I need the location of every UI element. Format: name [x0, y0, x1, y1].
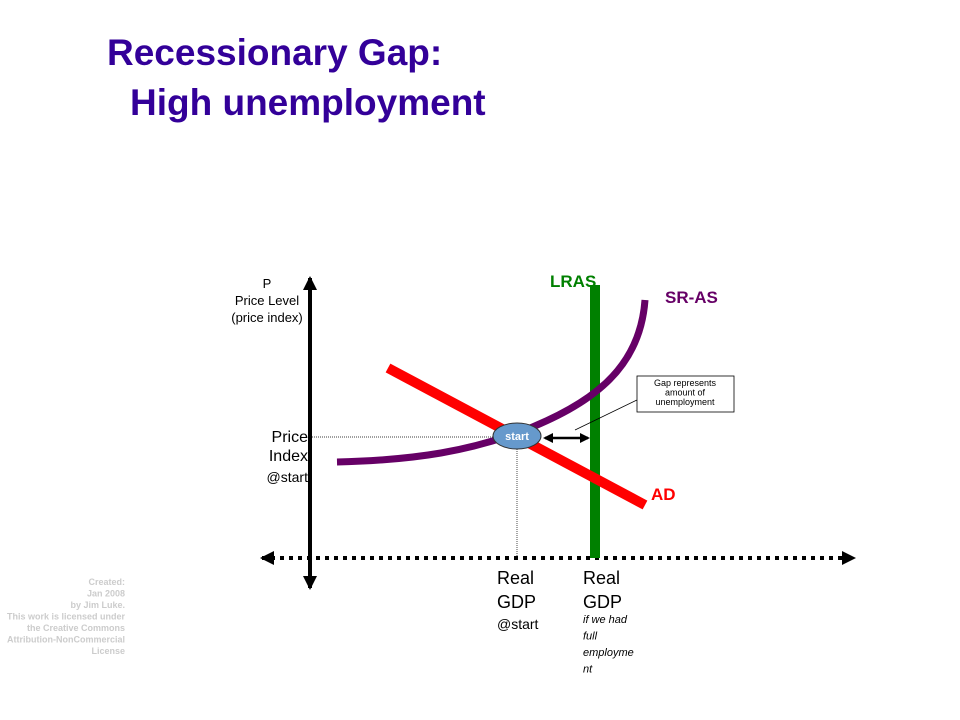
label-line: Price — [272, 429, 309, 446]
title-line2: High unemployment — [130, 82, 486, 123]
label-line: employme — [583, 647, 634, 659]
callout-box — [636, 375, 735, 413]
title-line1: Recessionary Gap: — [107, 32, 442, 73]
label-line: Index — [269, 448, 308, 465]
ad-label: AD — [651, 485, 676, 504]
label-line: if we had — [583, 614, 628, 626]
lras-label: LRAS — [550, 272, 596, 291]
label-line: Gap represents — [654, 378, 717, 388]
label-line: Price Level — [235, 293, 299, 308]
gdp-start-label: Real GDP @start — [497, 568, 539, 632]
y-axis-label: P Price Level (price index) — [231, 276, 303, 325]
label-line: by Jim Luke. — [70, 600, 125, 610]
label-line: Jan 2008 — [87, 589, 125, 599]
label-line: the Creative Commons — [27, 623, 125, 633]
label-line: unemployment — [655, 397, 715, 407]
start-label: start — [505, 431, 529, 443]
label-line: (price index) — [231, 310, 303, 325]
start-marker — [492, 422, 542, 450]
label-line: full — [583, 631, 598, 643]
label-line: This work is licensed under — [7, 612, 126, 622]
gdp-full-label: Real GDP if we had full employme nt — [583, 568, 634, 676]
label-line: Attribution-NonCommercial — [7, 635, 125, 645]
label-line: @start — [497, 616, 539, 632]
callout-pointer — [574, 399, 638, 431]
price-start-label: Price Index @start — [267, 429, 309, 485]
label-line: Created: — [88, 577, 125, 587]
label-line: Real — [583, 568, 620, 588]
label-line: GDP — [497, 592, 536, 612]
label-line: @start — [267, 469, 309, 485]
label-line: GDP — [583, 592, 622, 612]
sras-label: SR-AS — [665, 288, 718, 307]
label-line: nt — [583, 664, 593, 676]
label-line: amount of — [665, 388, 706, 398]
label-line: P — [263, 276, 272, 291]
label-line: License — [91, 646, 125, 656]
label-line: Real — [497, 568, 534, 588]
